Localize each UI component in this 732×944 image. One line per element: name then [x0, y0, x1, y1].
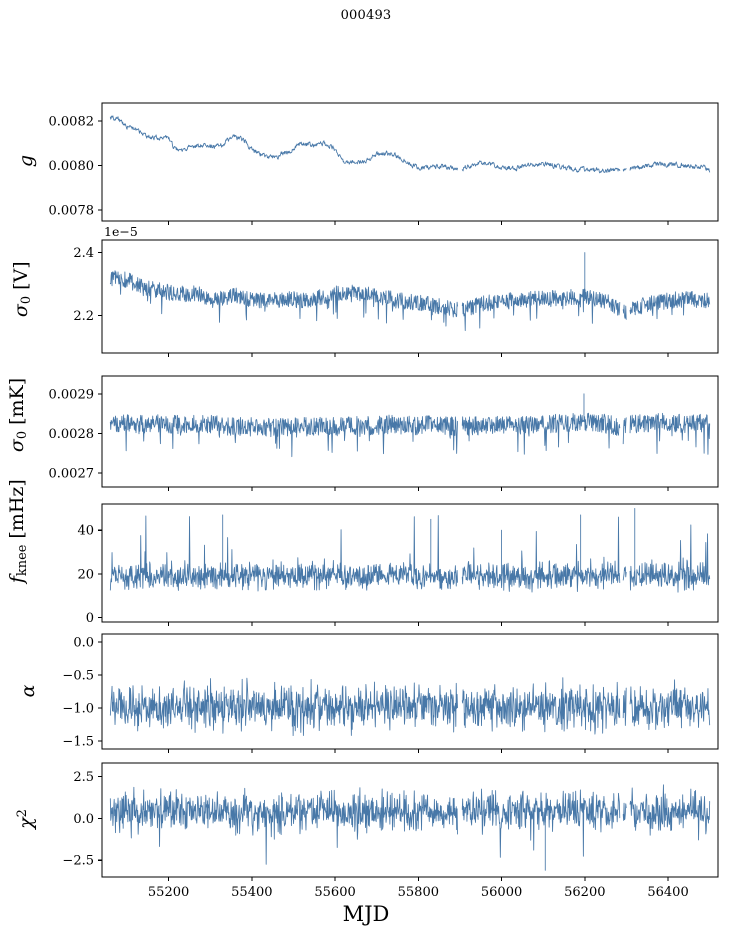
yticklabel-alpha-2: −1.0 [62, 702, 94, 717]
yticklabel-sigma0_mk-1: 0.0028 [49, 427, 95, 442]
axes-frame-alpha [101, 633, 719, 750]
data-series-fknee-2 [622, 566, 627, 581]
xticklabel-3: 55600 [314, 885, 355, 900]
data-series-sigma0_volts-0 [109, 270, 458, 327]
xlabel: MJD [342, 902, 390, 926]
yticklabel-gain-1: 0.0080 [49, 159, 95, 174]
yticklabel-alpha-1: −0.5 [62, 668, 94, 683]
xticklabel-7: 56400 [647, 885, 688, 900]
yticklabel-sigma0_volts-0: 2.2 [73, 309, 94, 324]
yticklabel-chi2-0: 2.5 [73, 770, 94, 785]
ylabel-gain: g [15, 154, 37, 168]
yticklabel-fknee-0: 0 [86, 611, 94, 626]
yticklabel-sigma0_mk-2: 0.0029 [49, 387, 95, 402]
yticklabel-fknee-2: 40 [77, 524, 94, 539]
yticklabel-alpha-3: −1.5 [62, 735, 94, 750]
data-series-chi2-3 [629, 784, 711, 841]
data-series-chi2-0 [109, 786, 458, 865]
ylabel-fknee: fknee [mHz] [5, 479, 31, 584]
data-series-alpha-2 [622, 687, 627, 726]
data-series-alpha-3 [629, 679, 711, 731]
data-series-alpha-1 [461, 677, 621, 735]
yaxis-offset-sigma0_volts: 1e−5 [104, 224, 138, 239]
yticklabel-chi2-2: −2.5 [62, 854, 94, 869]
ylabel-sigma0-volts: σ0 [V] [9, 260, 35, 317]
data-series-gain-3 [629, 161, 711, 173]
data-series-alpha-0 [109, 677, 458, 736]
data-series-sigma0_mk-2 [622, 417, 627, 445]
ylabel-sigma0-mk: σ0 [mK] [5, 377, 31, 452]
data-series-fknee-3 [629, 524, 711, 593]
data-series-sigma0_volts-1 [461, 288, 621, 332]
axes-frame-sigma0_volts [101, 239, 719, 354]
yticklabel-alpha-0: 0.0 [73, 635, 94, 650]
data-series-gain-1 [461, 160, 621, 174]
data-series-chi2-1 [461, 788, 621, 858]
ylabel-alpha: α [17, 684, 39, 697]
figure-title: 000493 [340, 8, 392, 23]
axes-frame-sigma0_mk [101, 375, 719, 488]
yticklabel-sigma0_volts-1: 2.4 [73, 246, 94, 261]
data-series-gain-2 [622, 168, 627, 172]
xticklabel-5: 56000 [481, 885, 522, 900]
data-series-chi2-2 [622, 802, 627, 821]
ylabel-chi2: χ2 [15, 809, 37, 829]
data-series-sigma0_mk-0 [109, 414, 458, 458]
axes-frame-fknee [101, 503, 719, 623]
yticklabel-gain-2: 0.0082 [49, 114, 95, 129]
xticklabel-2: 55400 [231, 885, 272, 900]
xticklabel-1: 55200 [148, 885, 189, 900]
yticklabel-sigma0_mk-0: 0.0027 [49, 467, 95, 482]
data-series-sigma0_volts-2 [622, 304, 627, 320]
xticklabel-6: 56200 [564, 885, 605, 900]
data-series-sigma0_volts-3 [629, 290, 711, 320]
xticklabel-4: 55800 [398, 885, 439, 900]
yticklabel-fknee-1: 20 [77, 567, 94, 582]
axes-frame-gain [101, 102, 719, 222]
data-series-fknee-0 [109, 515, 458, 592]
axes-frame-chi2 [101, 762, 719, 878]
data-series-gain-0 [109, 115, 458, 171]
data-series-sigma0_mk-1 [461, 412, 621, 455]
yticklabel-gain-0: 0.0078 [49, 203, 95, 218]
yticklabel-chi2-1: 0.0 [73, 812, 94, 827]
data-series-fknee-1 [461, 516, 621, 593]
data-series-sigma0_mk-3 [629, 412, 711, 455]
